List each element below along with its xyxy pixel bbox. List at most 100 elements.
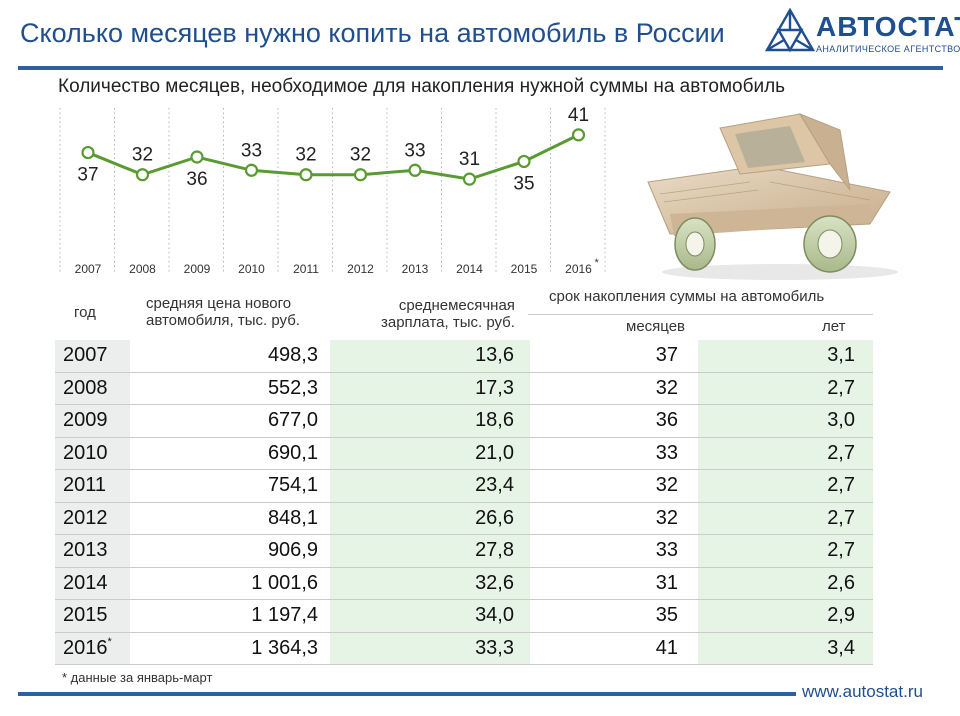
cell-year-text: 2008	[63, 376, 108, 399]
cell-wage: 23,4	[330, 470, 530, 502]
cell-months-text: 32	[655, 506, 678, 529]
cell-price: 1 001,6	[130, 568, 330, 600]
table-row: 2012 848,1 26,6 32 2,7	[55, 502, 873, 535]
cell-year-text: 2009	[63, 409, 108, 432]
cell-months: 35	[530, 600, 698, 632]
cell-wage-text: 23,4	[475, 474, 514, 497]
header-wage-line2: зарплата, тыс. руб.	[381, 314, 515, 331]
cell-months-text: 31	[655, 571, 678, 594]
cell-price: 754,1	[130, 470, 330, 502]
cell-months: 33	[530, 535, 698, 567]
cell-months: 37	[530, 340, 698, 372]
cell-months: 32	[530, 470, 698, 502]
cell-months-text: 37	[655, 344, 678, 367]
cell-year: 2013	[55, 535, 130, 567]
cell-years: 2,7	[698, 535, 873, 567]
cell-months-text: 32	[655, 376, 678, 399]
cell-months-text: 32	[655, 474, 678, 497]
cell-year: 2010	[55, 437, 130, 469]
cell-year-text: 2015	[63, 604, 108, 627]
cell-price: 906,9	[130, 535, 330, 567]
cell-price-text: 848,1	[267, 506, 318, 529]
header-subdivider	[528, 314, 873, 315]
cell-wage: 27,8	[330, 535, 530, 567]
x-tick-label: 2011	[293, 262, 319, 276]
cell-year-text: 2012	[63, 506, 108, 529]
logo-tagline: аналитическое агентство	[816, 44, 960, 54]
data-label: 32	[295, 145, 316, 166]
cell-wage: 17,3	[330, 372, 530, 404]
cell-price-text: 906,9	[267, 539, 318, 562]
cell-wage-text: 34,0	[475, 604, 514, 627]
cell-price: 677,0	[130, 405, 330, 437]
cell-years-text: 3,4	[827, 636, 855, 659]
cell-wage: 26,6	[330, 502, 530, 534]
data-label: 31	[459, 149, 480, 170]
cell-months: 31	[530, 568, 698, 600]
data-point	[81, 145, 95, 160]
x-tick-label: 2007	[75, 262, 102, 276]
x-tick-label: 2012	[347, 262, 374, 276]
cell-year: 2007	[55, 340, 130, 372]
cell-price-text: 1 001,6	[251, 571, 318, 594]
x-tick-label: 2010	[238, 262, 265, 276]
cell-year-text: 2013	[63, 539, 108, 562]
x-tick-label: 2014	[456, 262, 483, 276]
header-price: средняя цена нового автомобиля, тыс. руб…	[146, 295, 300, 329]
banknote-car-icon	[647, 112, 898, 280]
table-row: 2008 552,3 17,3 32 2,7	[55, 372, 873, 405]
x-tick-label: 2008	[129, 262, 156, 276]
cell-wage: 32,6	[330, 567, 530, 599]
table-row: 2009 677,0 18,6 36 3,0	[55, 405, 873, 438]
cell-price-text: 677,0	[267, 409, 318, 432]
data-label: 33	[241, 140, 262, 161]
site-link[interactable]: www.autostat.ru	[802, 682, 923, 701]
cell-wage: 18,6	[330, 405, 530, 437]
x-tick-label: 2013	[402, 262, 429, 276]
header-wage-line1: среднемесячная	[398, 297, 515, 314]
cell-price-text: 754,1	[267, 474, 318, 497]
data-point	[517, 154, 531, 169]
cell-year: 2009	[55, 405, 130, 437]
cell-price-text: 498,3	[267, 344, 318, 367]
year-footnote-mark: *	[107, 635, 112, 648]
table-row: 2013 906,9 27,8 33 2,7	[55, 535, 873, 568]
data-label: 41	[568, 105, 589, 126]
cell-price: 1 364,3	[130, 633, 330, 665]
header-years: лет	[822, 318, 846, 335]
cell-year: 2015	[55, 600, 130, 632]
cell-wage: 33,3	[330, 632, 530, 664]
cell-years-text: 2,7	[827, 441, 855, 464]
cell-price: 848,1	[130, 503, 330, 535]
table-row: 2015 1 197,4 34,0 35 2,9	[55, 600, 873, 633]
cell-price-text: 552,3	[267, 376, 318, 399]
cell-years-text: 2,6	[827, 571, 855, 594]
cell-years-text: 2,7	[827, 506, 855, 529]
cell-year: 2016 *	[55, 632, 130, 664]
header-wage: среднемесячная зарплата, тыс. руб.	[381, 297, 515, 331]
cell-year: 2008	[55, 372, 130, 404]
cell-years: 2,6	[698, 567, 873, 599]
cell-price-text: 1 197,4	[251, 604, 318, 627]
data-point	[135, 168, 150, 182]
cell-wage-text: 17,3	[475, 376, 514, 399]
cell-years: 3,4	[698, 632, 873, 664]
cell-months-text: 36	[655, 409, 678, 432]
cell-price: 498,3	[130, 340, 330, 372]
table-row: 2007 498,3 13,6 37 3,1	[55, 340, 873, 373]
cell-year-text: 2010	[63, 441, 108, 464]
data-label: 36	[186, 169, 207, 190]
cell-wage: 21,0	[330, 437, 530, 469]
cell-wage-text: 27,8	[475, 539, 514, 562]
cell-wage-text: 26,6	[475, 506, 514, 529]
cell-years-text: 3,0	[827, 409, 855, 432]
cell-months: 32	[530, 373, 698, 405]
chart-title: Количество месяцев, необходимое для нако…	[58, 76, 786, 97]
cell-wage: 34,0	[330, 600, 530, 632]
cell-years: 2,9	[698, 600, 873, 632]
x-tick-label: 2016	[565, 262, 592, 276]
cell-months: 36	[530, 405, 698, 437]
cell-years-text: 2,7	[827, 539, 855, 562]
cell-years: 2,7	[698, 470, 873, 502]
data-point	[462, 172, 477, 186]
